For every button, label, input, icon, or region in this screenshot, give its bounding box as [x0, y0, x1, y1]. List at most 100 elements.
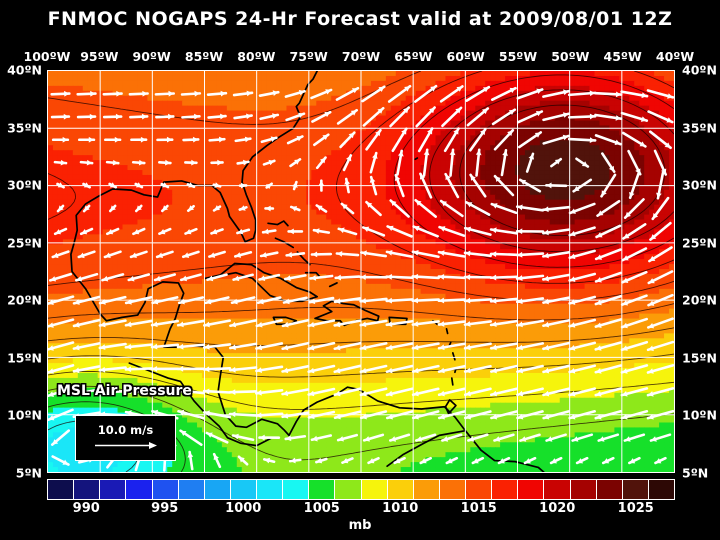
- wind-vector: [311, 110, 332, 123]
- wind-vector: [541, 205, 571, 213]
- wind-vector: [385, 297, 414, 304]
- colorbar-tick-label: 1000: [225, 501, 262, 516]
- wind-vector: [620, 387, 649, 397]
- map-plot-area[interactable]: [47, 70, 675, 473]
- wind-vector: [469, 127, 487, 152]
- coastline: [267, 220, 289, 227]
- coastline: [414, 157, 419, 161]
- wind-vector: [150, 388, 180, 395]
- coastline: [451, 352, 456, 361]
- wind-vector: [231, 433, 255, 442]
- wind-vector: [263, 457, 276, 464]
- wind-vector: [48, 386, 75, 398]
- wind-vector: [238, 182, 248, 189]
- wind-vector: [260, 136, 278, 144]
- wind-vector: [419, 172, 433, 199]
- wind-vector: [237, 455, 249, 466]
- colorbar[interactable]: [47, 479, 675, 500]
- lat-tick-label-left: 40ºN: [7, 62, 42, 78]
- colorbar-segment: [518, 480, 545, 499]
- wind-vector: [307, 364, 336, 374]
- wind-vector: [285, 251, 306, 258]
- wind-vector: [48, 408, 74, 421]
- wind-vector: [411, 387, 440, 397]
- wind-vector: [102, 90, 123, 97]
- colorbar-segment: [178, 480, 205, 499]
- wind-vector: [103, 250, 122, 259]
- wind-vector: [646, 364, 674, 374]
- wind-vector: [150, 319, 179, 328]
- lon-tick-label: 40ºW: [655, 49, 695, 64]
- colorbar-segment: [439, 480, 466, 499]
- wind-vector: [620, 340, 649, 352]
- colorbar-units-label: mb: [348, 518, 372, 533]
- wind-vector: [98, 389, 127, 396]
- colorbar-segment: [283, 480, 310, 499]
- colorbar-tick-label: 1015: [460, 501, 497, 516]
- wind-vector: [594, 364, 623, 374]
- colorbar-segment: [466, 480, 493, 499]
- wind-vector: [129, 113, 149, 120]
- wind-vector: [186, 182, 196, 189]
- coastline: [445, 327, 449, 335]
- wind-vector: [515, 297, 545, 305]
- wind-vector: [307, 387, 336, 397]
- wind-vector: [441, 106, 463, 128]
- wind-vector: [212, 182, 222, 188]
- colorbar-segment: [492, 480, 519, 499]
- colorbar-segment: [335, 480, 362, 499]
- wind-scale-value: 10.0 m/s: [97, 422, 154, 437]
- wind-vector: [394, 173, 405, 198]
- wind-vector: [339, 131, 356, 149]
- wind-vector: [439, 199, 464, 218]
- wind-vector: [491, 108, 517, 126]
- wind-vector: [127, 273, 151, 282]
- wind-vector: [254, 412, 284, 419]
- wind-vector: [419, 456, 432, 465]
- wind-vector: [594, 341, 623, 351]
- wind-vector: [289, 205, 301, 212]
- wind-vector: [344, 177, 351, 194]
- wind-vector: [385, 250, 414, 259]
- wind-vector: [284, 89, 306, 98]
- wind-vector: [82, 204, 91, 213]
- wind-vector: [318, 179, 325, 192]
- coastline: [274, 237, 295, 249]
- lon-tick-label: 75ºW: [289, 49, 328, 64]
- wind-vector: [187, 450, 194, 471]
- wind-vector: [568, 318, 597, 328]
- wind-vector: [594, 113, 623, 121]
- wind-vector: [210, 159, 224, 166]
- lat-tick-label-left: 15ºN: [7, 350, 42, 366]
- wind-vector: [438, 225, 466, 237]
- colorbar-segment: [152, 480, 179, 499]
- wind-vector: [594, 318, 622, 329]
- wind-vector: [51, 250, 70, 259]
- wind-vector: [385, 342, 414, 351]
- wind-vector: [545, 182, 568, 189]
- wind-vector: [232, 90, 254, 97]
- wind-vector: [76, 90, 97, 97]
- wind-vector: [417, 127, 434, 153]
- wind-vector: [646, 317, 674, 329]
- wind-vector: [155, 113, 175, 120]
- wind-vector: [490, 86, 517, 101]
- wind-vector: [180, 90, 202, 97]
- wind-vector: [646, 89, 674, 99]
- wind-vector: [414, 198, 437, 218]
- wind-vector: [229, 342, 258, 351]
- wind-vector: [287, 228, 304, 235]
- wind-vector: [444, 172, 460, 199]
- wind-vector: [281, 388, 310, 397]
- wind-vector: [516, 110, 544, 124]
- wind-vector: [333, 410, 362, 420]
- wind-vector: [542, 89, 571, 98]
- wind-vector: [312, 228, 331, 234]
- wind-vector: [385, 410, 414, 420]
- wind-vector: [359, 364, 388, 374]
- lat-tick-label-left: 25ºN: [7, 235, 42, 251]
- wind-vector: [228, 389, 258, 395]
- coastline: [454, 368, 457, 374]
- wind-vector: [646, 340, 674, 352]
